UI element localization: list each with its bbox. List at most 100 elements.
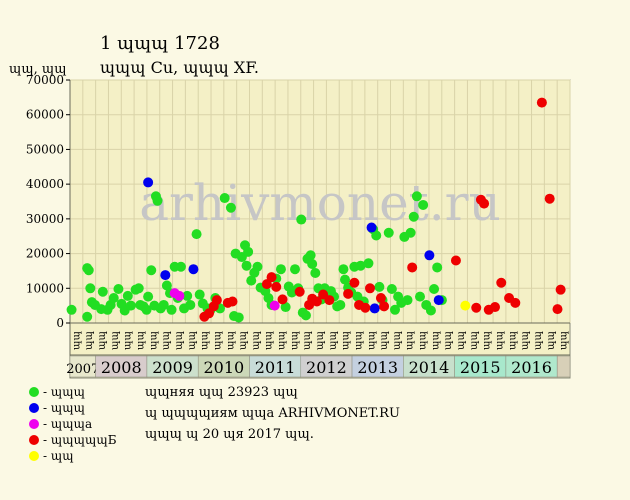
green-dot-icon — [29, 387, 39, 397]
plot-background — [69, 79, 571, 379]
year-label: 2016 — [511, 358, 552, 377]
data-point-green — [335, 299, 346, 310]
data-point-magenta — [269, 300, 280, 311]
x-slot-label: ɰɰ — [251, 331, 262, 350]
data-point-green — [386, 283, 397, 294]
data-point-green — [97, 286, 108, 297]
chart-title: 1 ɰɰɰ 1728 — [100, 33, 220, 54]
plot-frame — [69, 79, 571, 379]
legend: - ɰɰɰ - ɰɰɰ - ɰɰɰa - ɰɰɰɰɰБ - ɰɰ — [29, 384, 117, 464]
x-slot-label: ɰɰ — [379, 331, 390, 350]
data-point-red — [555, 284, 566, 295]
x-slot-label: ɰɰ — [238, 331, 249, 350]
data-point-green — [425, 305, 436, 316]
x-slot-label: ɰɰ — [328, 331, 339, 350]
data-point-green — [275, 264, 286, 275]
data-point-green — [405, 227, 416, 238]
x-slot-label: ɰɰ — [341, 331, 352, 350]
yellow-dot-icon — [29, 451, 39, 461]
data-point-green — [296, 214, 307, 225]
data-point-green — [185, 299, 196, 310]
data-point-green — [141, 304, 152, 315]
data-point-green — [66, 304, 77, 315]
data-point-green — [418, 199, 429, 210]
data-point-green — [408, 211, 419, 222]
data-point-red — [227, 296, 238, 307]
data-point-green — [194, 289, 205, 300]
x-slot-label: ɰɰ — [277, 331, 288, 350]
x-slot-label: ɰɰ — [520, 331, 531, 350]
data-point-green — [113, 283, 124, 294]
data-point-green — [233, 312, 244, 323]
x-slot-label: ɰɰ — [405, 331, 416, 350]
x-slot-label: ɰɰ — [123, 331, 134, 350]
legend-item: - ɰɰɰa — [29, 416, 117, 432]
x-slot-label: ɰɰ — [533, 331, 544, 350]
data-point-blue — [143, 177, 154, 188]
x-slot-label: ɰɰ — [148, 331, 159, 350]
y-tick-label: 0 — [56, 316, 64, 330]
x-slot-label: ɰɰ — [174, 331, 185, 350]
data-point-green — [143, 291, 154, 302]
data-point-green — [338, 264, 349, 275]
x-slot-label: ɰɰ — [136, 331, 147, 350]
info-notes: ɰɰняя ɰɰ 23923 ɰɰ ɰ ɰɰɰɰиям ɰɰa ARHIVMON… — [145, 384, 400, 447]
data-point-blue — [366, 222, 377, 233]
data-point-red — [360, 302, 371, 313]
x-slot-label: ɰɰ — [225, 331, 236, 350]
data-point-green — [252, 261, 263, 272]
data-point-red — [375, 293, 386, 304]
x-slot-label: ɰɰ — [71, 331, 82, 350]
x-slot-label: ɰɰ — [430, 331, 441, 350]
data-point-green — [82, 311, 93, 322]
data-point-magenta — [174, 290, 185, 301]
data-point-red — [490, 302, 500, 313]
note-date: ɰɰɰ ɰ 20 ɰя 2017 ɰɰ. — [145, 427, 314, 442]
y-tick-label: 40000 — [26, 177, 64, 191]
year-cell — [556, 355, 571, 378]
data-point-green — [225, 202, 236, 213]
blue-dot-icon — [29, 403, 39, 413]
data-point-red — [311, 296, 322, 307]
x-slot-label: ɰɰ — [289, 331, 300, 350]
x-slot-label: ɰɰ — [456, 331, 467, 350]
x-slot-label: ɰɰ — [110, 331, 121, 350]
y-tick-label: 70000 — [26, 73, 64, 87]
data-point-green — [182, 290, 193, 301]
data-point-yellow — [460, 300, 471, 311]
year-band: 2007 2008 2009 2010 2011 2012 2013 2014 2015 2016 — [66, 354, 571, 378]
data-point-green — [146, 265, 157, 276]
y-axis-label: ɰɰ, ɰɰ — [9, 62, 67, 77]
year-label: 2010 — [203, 358, 244, 377]
data-point-green — [371, 230, 382, 241]
data-point-red — [271, 281, 282, 292]
grid-lines — [69, 79, 571, 378]
data-point-green — [290, 264, 300, 275]
data-point-red — [510, 297, 521, 308]
legend-item: - ɰɰɰɰɰБ — [29, 432, 117, 448]
x-slot-label: ɰɰ — [469, 331, 480, 350]
data-point-red — [211, 295, 222, 306]
legend-item: - ɰɰɰ — [29, 400, 117, 416]
data-point-red — [544, 193, 555, 204]
y-tick-label: 20000 — [26, 247, 64, 261]
year-label: 2011 — [255, 358, 296, 377]
x-slot-label: ɰɰ — [546, 331, 557, 350]
data-point-red — [277, 294, 288, 305]
data-point-green — [432, 262, 443, 273]
data-point-green — [429, 283, 440, 294]
data-point-green — [340, 274, 350, 285]
data-point-green — [390, 304, 400, 315]
year-label: 2012 — [306, 358, 347, 377]
y-tick-label: 30000 — [26, 212, 64, 226]
data-point-green — [152, 195, 163, 206]
data-point-green — [243, 246, 254, 257]
data-point-green — [85, 283, 96, 294]
x-slot-label: ɰɰ — [302, 331, 313, 350]
red-dot-icon — [29, 435, 39, 445]
data-point-green — [83, 265, 94, 276]
data-point-red — [479, 198, 490, 209]
data-point-green — [307, 258, 318, 269]
data-point-red — [552, 304, 563, 315]
